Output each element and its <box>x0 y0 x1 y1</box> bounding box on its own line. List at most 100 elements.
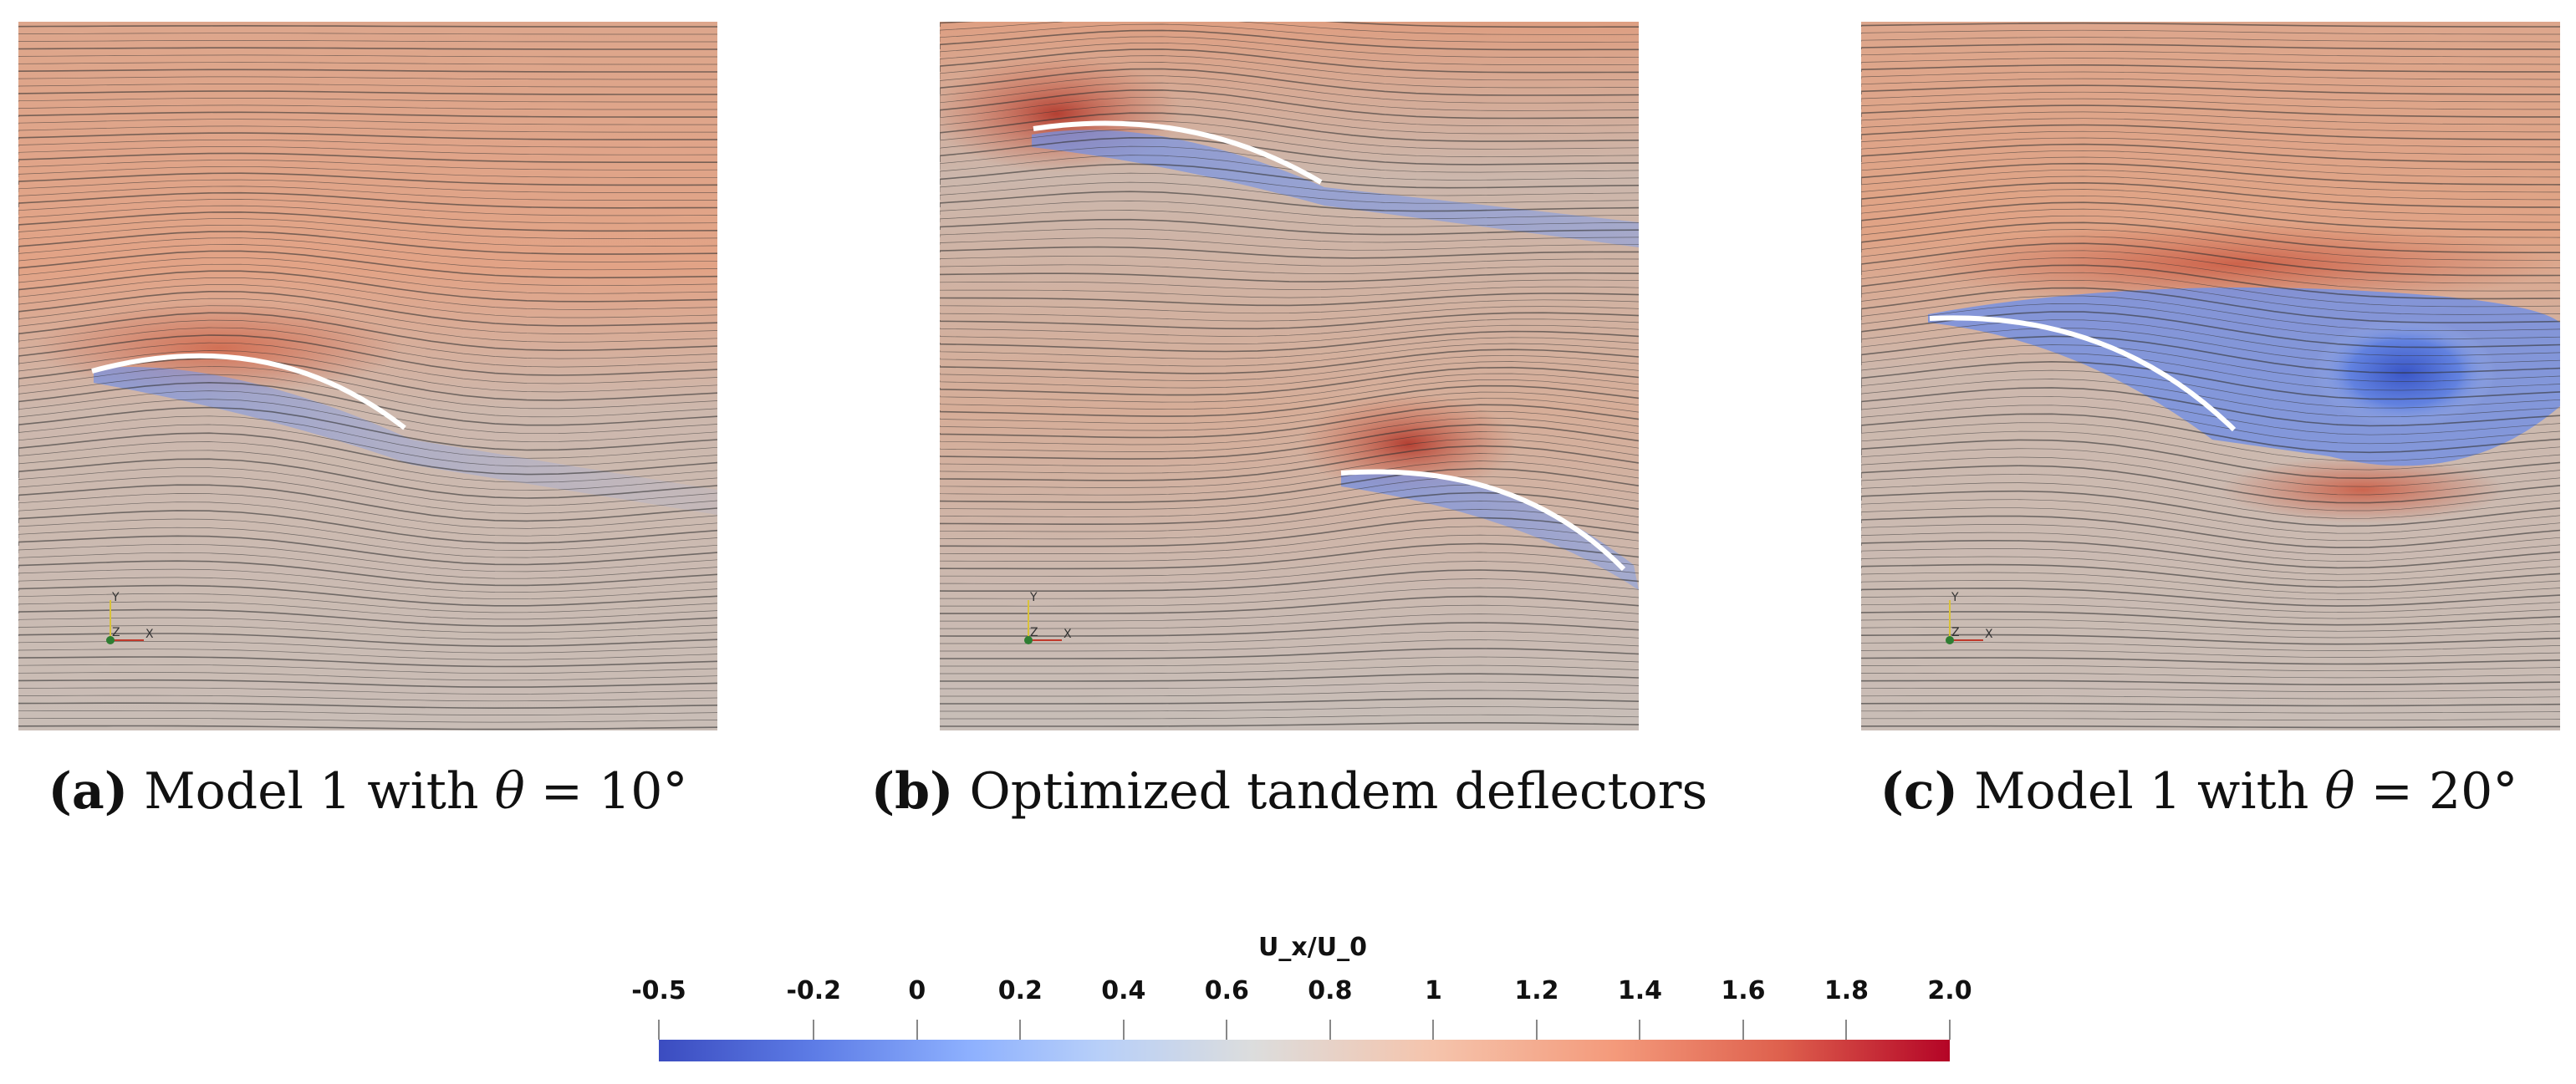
streamline <box>18 250 717 279</box>
streamline <box>18 319 717 359</box>
streamline <box>1861 448 2560 487</box>
streamline <box>18 458 717 499</box>
streamline <box>18 649 717 660</box>
streamline <box>1861 50 2560 58</box>
streamline <box>1861 22 2560 28</box>
streamline <box>1861 499 2560 534</box>
colorbar-tick-mark <box>658 1020 660 1040</box>
colorbar-tick-label: 1.8 <box>1824 976 1870 1005</box>
streamline <box>18 617 717 634</box>
streamline <box>1861 710 2560 714</box>
streamline <box>940 445 1639 481</box>
streamline <box>1861 156 2560 178</box>
streamline <box>1861 688 2560 692</box>
streamline <box>1861 490 2560 527</box>
streamline <box>1861 524 2560 555</box>
colorbar-title: U_x/U_0 <box>1258 933 1367 962</box>
streamline <box>18 290 717 327</box>
streamline <box>1861 215 2560 246</box>
streamline <box>1861 91 2560 103</box>
streamline <box>1861 532 2560 562</box>
streamline <box>18 510 717 544</box>
streamline <box>940 622 1639 637</box>
streamline <box>940 697 1639 705</box>
streamline <box>940 467 1639 503</box>
streamline <box>18 119 717 125</box>
streamline <box>1861 279 2560 315</box>
streamline <box>940 476 1639 510</box>
streamline <box>18 342 717 384</box>
colorbar-tick-mark <box>1535 1020 1538 1040</box>
streamline <box>1861 539 2560 569</box>
caption-c-label: (c) <box>1880 762 1958 821</box>
streamline <box>18 601 717 620</box>
streamline <box>940 343 1639 367</box>
streamline <box>18 493 717 529</box>
streamline <box>1861 208 2560 238</box>
streamline <box>1861 78 2560 88</box>
streamline <box>940 181 1639 204</box>
colorbar-tick-mark <box>1329 1020 1331 1040</box>
colorbar-tick-label: 1.4 <box>1617 976 1663 1005</box>
colorbar-tick-label: 1.2 <box>1514 976 1559 1005</box>
streamline <box>940 453 1639 488</box>
streamline <box>940 337 1639 359</box>
colorbar-tick-mark <box>1845 1020 1848 1040</box>
caption-a: (a) Model 1 with θ = 10° <box>0 762 736 821</box>
streamline <box>18 365 717 410</box>
streamline <box>1861 335 2560 374</box>
streamline <box>18 560 717 587</box>
panel-a-streamlines <box>18 24 717 730</box>
streamline <box>1861 563 2560 588</box>
panel-c-axis-x-label: X <box>1985 628 1993 641</box>
streamline <box>18 24 717 28</box>
streamline <box>1861 422 2560 462</box>
streamline <box>940 604 1639 622</box>
streamline <box>940 438 1639 474</box>
flow-field-panel-c: Y Z X <box>1861 22 2560 730</box>
streamline <box>1861 130 2560 148</box>
colorbar-tick-mark <box>1019 1020 1022 1040</box>
streamline <box>18 327 717 368</box>
streamline <box>18 179 717 193</box>
panel-c-axes-triad: Y Z X <box>1946 591 1993 644</box>
streamline <box>940 639 1639 652</box>
streamline <box>940 648 1639 659</box>
streamline <box>1861 430 2560 471</box>
streamline <box>940 461 1639 496</box>
streamline <box>1861 515 2560 549</box>
streamline <box>18 390 717 435</box>
streamline <box>18 702 717 710</box>
caption-c-text: Model 1 with <box>1974 762 2325 821</box>
streamline <box>940 75 1639 104</box>
streamline <box>18 725 717 730</box>
streamline <box>1861 189 2560 216</box>
streamline <box>18 263 717 294</box>
streamline <box>940 349 1639 374</box>
streamline <box>18 718 717 723</box>
streamline <box>1861 369 2560 409</box>
streamline <box>940 354 1639 381</box>
streamline <box>940 23 1639 43</box>
flow-field-c-plot: Y Z X <box>1861 22 2560 730</box>
streamline <box>940 172 1639 196</box>
streamline <box>940 366 1639 396</box>
streamline <box>1861 264 2560 300</box>
streamline <box>940 509 1639 540</box>
streamline <box>940 29 1639 51</box>
streamline <box>1861 482 2560 519</box>
streamline <box>18 441 717 483</box>
streamline <box>1861 118 2560 133</box>
streamline <box>18 132 717 140</box>
streamline <box>940 630 1639 644</box>
streamline <box>1861 229 2560 261</box>
streamline <box>1861 679 2560 686</box>
streamline <box>1861 474 2560 511</box>
colorbar-tick-mark <box>1742 1020 1744 1040</box>
streamline <box>940 62 1639 89</box>
streamline <box>1861 439 2560 480</box>
streamline <box>940 255 1639 267</box>
streamline <box>1861 627 2560 639</box>
streamline <box>1861 150 2560 170</box>
streamline <box>1861 43 2560 50</box>
